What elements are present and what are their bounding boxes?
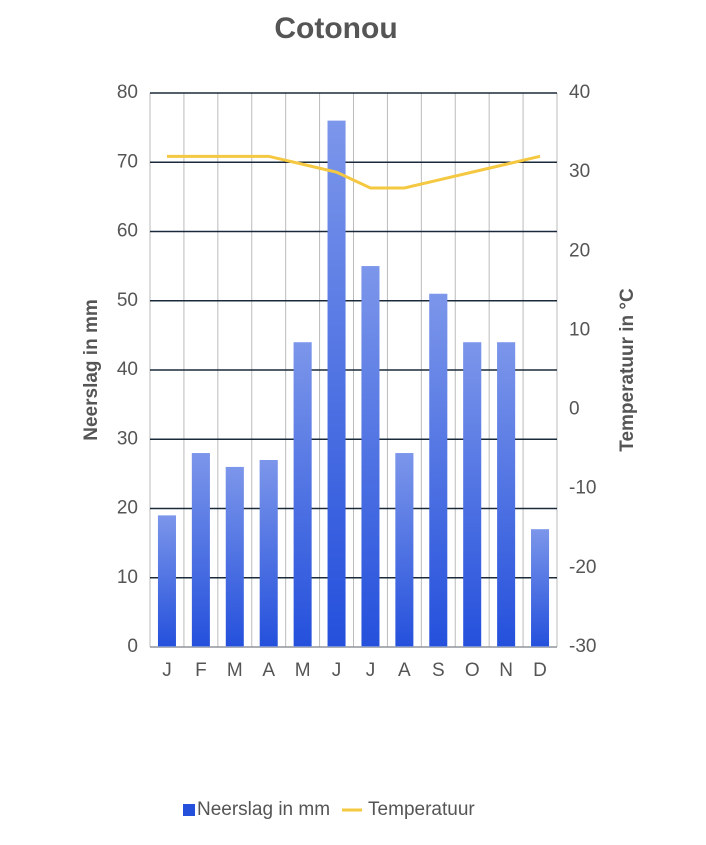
bar-shade [361, 266, 380, 647]
bar-shade [497, 342, 516, 647]
y-tick-label: 50 [117, 290, 138, 311]
bar-group [531, 529, 550, 647]
bar-shade [259, 460, 278, 647]
y2-tick-label: 20 [569, 240, 590, 261]
bar-shade [531, 529, 550, 647]
y-tick-label: 80 [117, 82, 138, 103]
chart-title: Cotonou [274, 12, 397, 45]
bar-shade [429, 293, 448, 647]
bar-shade [327, 120, 346, 647]
legend-label: Neerslag in mm [197, 799, 330, 820]
x-tick-label: J [366, 660, 376, 681]
y2-tick-label: 40 [569, 82, 590, 103]
x-tick-label: D [533, 660, 547, 681]
y2-tick-label: 10 [569, 319, 590, 340]
y2-tick-label: 30 [569, 161, 590, 182]
bar-group [395, 453, 414, 647]
y2-tick-label: 0 [569, 399, 580, 420]
legend-label: Temperatuur [368, 799, 475, 820]
x-tick-label: J [332, 660, 342, 681]
bar-shade [191, 453, 210, 647]
x-tick-label: F [195, 660, 207, 681]
legend-swatch [183, 804, 195, 816]
x-tick-label: O [465, 660, 480, 681]
x-tick-label: J [162, 660, 172, 681]
bar-shade [293, 342, 312, 647]
bar-group [361, 266, 380, 647]
y-tick-label: 10 [117, 567, 138, 588]
line [166, 154, 541, 190]
y2-tick-label: -30 [569, 636, 596, 657]
y-tick-label: 0 [127, 636, 138, 657]
x-tick-label: A [398, 660, 411, 681]
bar-group [191, 453, 210, 647]
x-tick-label: A [262, 660, 275, 681]
y-tick-label: 30 [117, 428, 138, 449]
x-tick-label: M [227, 660, 243, 681]
bar-shade [157, 515, 176, 647]
x-tick-label: S [432, 660, 445, 681]
bar-shade [225, 466, 244, 647]
bar-group [327, 120, 346, 647]
bar-group [497, 342, 516, 647]
x-tick-label: N [499, 660, 513, 681]
x-tick-label: M [295, 660, 311, 681]
bar-group [259, 460, 278, 647]
bar-group [157, 515, 176, 647]
y-tick-label: 40 [117, 359, 138, 380]
y2-axis-title: Temperatuur in °C [617, 288, 638, 452]
bar-group [293, 342, 312, 647]
bar-shade [395, 453, 414, 647]
legend-swatch [342, 808, 363, 812]
y2-tick-label: -20 [569, 557, 596, 578]
y-axis-title: Neerslag in mm [81, 299, 102, 441]
y-tick-label: 70 [117, 151, 138, 172]
y2-tick-label: -10 [569, 478, 596, 499]
bar-group [225, 466, 244, 647]
bar-group [429, 293, 448, 647]
y-tick-label: 60 [117, 221, 138, 242]
bar-group [463, 342, 482, 647]
bar-shade [463, 342, 482, 647]
y-tick-label: 20 [117, 498, 138, 519]
